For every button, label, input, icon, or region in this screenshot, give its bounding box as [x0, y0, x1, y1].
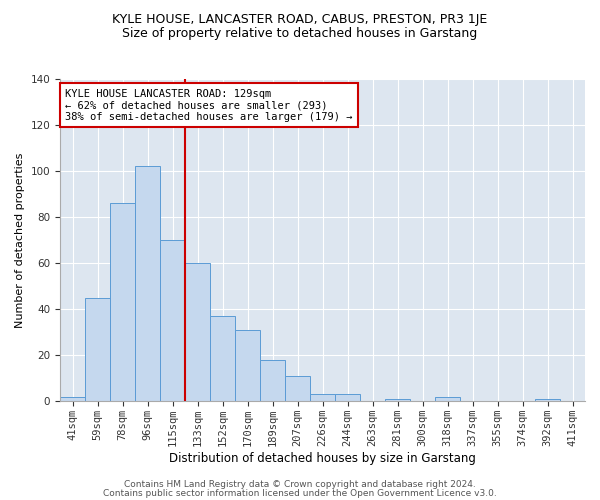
- Text: KYLE HOUSE LANCASTER ROAD: 129sqm
← 62% of detached houses are smaller (293)
38%: KYLE HOUSE LANCASTER ROAD: 129sqm ← 62% …: [65, 88, 353, 122]
- Y-axis label: Number of detached properties: Number of detached properties: [15, 152, 25, 328]
- Bar: [435, 396, 460, 402]
- Bar: [60, 396, 85, 402]
- Text: Size of property relative to detached houses in Garstang: Size of property relative to detached ho…: [122, 28, 478, 40]
- Bar: [185, 263, 210, 402]
- Bar: [110, 204, 135, 402]
- Bar: [535, 399, 560, 402]
- Bar: [310, 394, 335, 402]
- Text: Contains public sector information licensed under the Open Government Licence v3: Contains public sector information licen…: [103, 488, 497, 498]
- X-axis label: Distribution of detached houses by size in Garstang: Distribution of detached houses by size …: [169, 452, 476, 465]
- Bar: [335, 394, 360, 402]
- Bar: [85, 298, 110, 402]
- Bar: [210, 316, 235, 402]
- Text: KYLE HOUSE, LANCASTER ROAD, CABUS, PRESTON, PR3 1JE: KYLE HOUSE, LANCASTER ROAD, CABUS, PREST…: [112, 12, 488, 26]
- Bar: [260, 360, 285, 402]
- Bar: [385, 399, 410, 402]
- Text: Contains HM Land Registry data © Crown copyright and database right 2024.: Contains HM Land Registry data © Crown c…: [124, 480, 476, 489]
- Bar: [285, 376, 310, 402]
- Bar: [160, 240, 185, 402]
- Bar: [235, 330, 260, 402]
- Bar: [135, 166, 160, 402]
